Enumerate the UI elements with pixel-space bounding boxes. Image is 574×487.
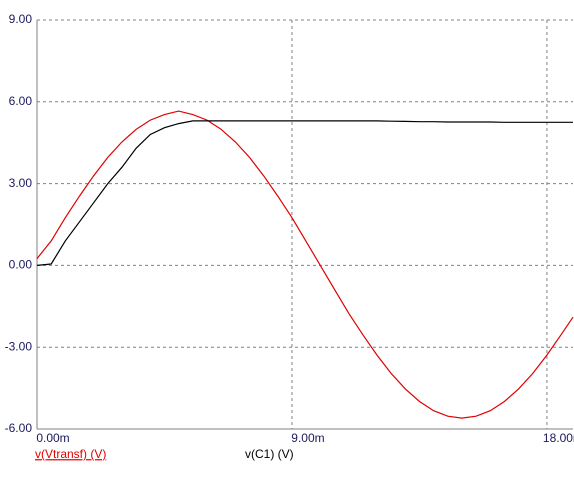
legend-entry: v(Vtransf) (V) — [35, 447, 106, 461]
y-tick-label: 9.00 — [9, 12, 33, 26]
x-tick-label: 0.00m — [36, 431, 69, 445]
y-tick-label: 0.00 — [9, 258, 33, 272]
series-line — [36, 120, 573, 266]
y-tick-label: 6.00 — [9, 94, 33, 108]
y-tick-label: -6.00 — [5, 421, 33, 435]
x-tick-label: 9.00m — [291, 431, 324, 445]
legend-entry: v(C1) (V) — [245, 447, 294, 461]
x-tick-label: 18.00m — [543, 431, 574, 445]
y-tick-label: 3.00 — [9, 176, 33, 190]
series-line — [36, 110, 574, 419]
y-tick-label: -3.00 — [5, 339, 33, 353]
